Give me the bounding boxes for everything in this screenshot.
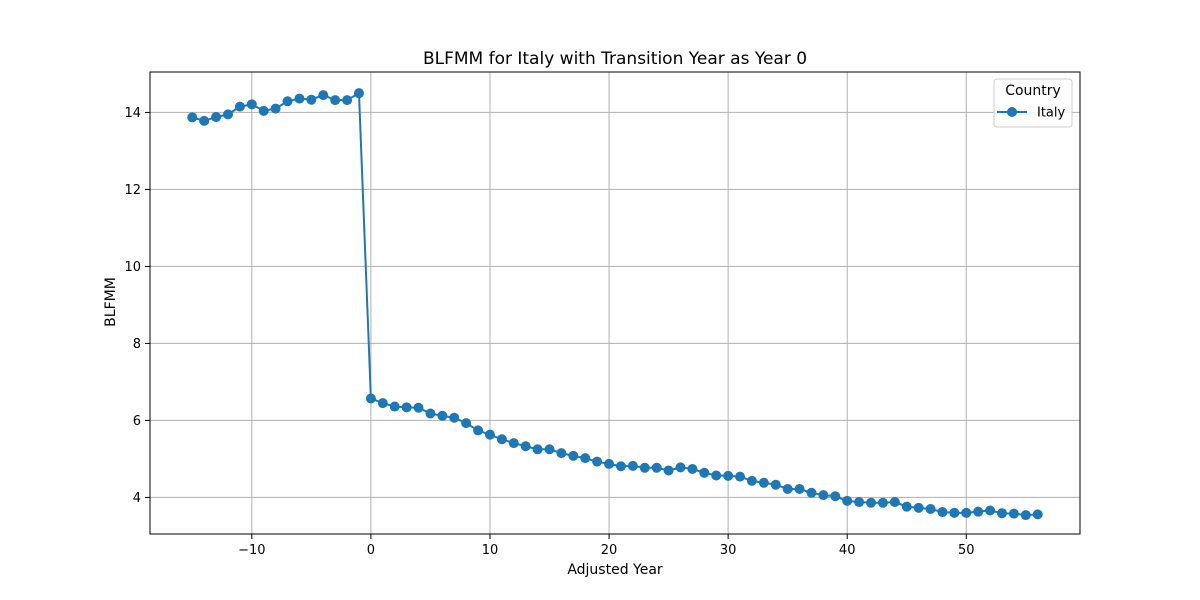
data-point bbox=[223, 109, 233, 120]
data-point bbox=[758, 477, 769, 488]
y-tick-label: 8 bbox=[133, 337, 141, 352]
data-point bbox=[532, 444, 543, 455]
y-tick-label: 4 bbox=[133, 491, 141, 506]
data-point bbox=[353, 88, 364, 99]
data-point bbox=[806, 487, 817, 498]
x-tick-label: 30 bbox=[720, 543, 737, 558]
data-point bbox=[389, 401, 400, 412]
grid-layer bbox=[150, 72, 1080, 534]
data-point bbox=[961, 507, 972, 518]
data-point bbox=[342, 95, 353, 106]
data-point bbox=[294, 93, 305, 104]
data-point bbox=[627, 460, 638, 471]
data-point bbox=[699, 467, 710, 478]
legend-series-label: Italy bbox=[1037, 106, 1066, 121]
data-point bbox=[330, 95, 341, 106]
data-point bbox=[199, 115, 210, 126]
data-point bbox=[401, 402, 412, 413]
data-point bbox=[318, 90, 329, 101]
data-point bbox=[1020, 510, 1031, 521]
legend: Country Italy bbox=[993, 78, 1073, 128]
x-tick-label: 10 bbox=[482, 543, 499, 558]
data-point bbox=[901, 501, 912, 512]
data-point bbox=[1008, 508, 1019, 519]
legend-series-marker bbox=[1007, 107, 1017, 117]
data-point bbox=[270, 103, 281, 114]
tick-layer: −10 0 10 20 30 40 50 4 6 8 10 12 14 bbox=[124, 106, 974, 558]
data-point bbox=[866, 497, 877, 508]
data-point bbox=[615, 461, 626, 472]
data-point bbox=[425, 408, 436, 419]
data-point bbox=[889, 497, 900, 508]
data-point bbox=[413, 402, 424, 413]
data-point bbox=[604, 458, 615, 469]
data-point bbox=[925, 503, 936, 514]
x-tick-label: 50 bbox=[958, 543, 975, 558]
chart-title: BLFMM for Italy with Transition Year as … bbox=[423, 49, 807, 69]
data-point bbox=[770, 479, 781, 490]
data-point bbox=[985, 505, 996, 516]
data-point bbox=[437, 410, 448, 421]
data-point bbox=[913, 502, 924, 513]
data-point bbox=[687, 463, 698, 474]
data-point bbox=[639, 462, 650, 473]
x-tick-label: 0 bbox=[367, 543, 375, 558]
data-point bbox=[556, 448, 567, 459]
x-tick-label: −10 bbox=[238, 543, 265, 558]
data-point bbox=[211, 112, 222, 123]
y-tick-label: 14 bbox=[124, 106, 141, 121]
data-point bbox=[568, 450, 579, 461]
y-tick-label: 6 bbox=[133, 414, 141, 429]
data-point bbox=[449, 412, 460, 423]
data-point bbox=[877, 497, 888, 508]
data-point bbox=[1032, 509, 1043, 520]
data-layer bbox=[187, 88, 1043, 521]
data-point bbox=[306, 94, 317, 105]
data-point bbox=[496, 434, 507, 445]
y-tick-label: 10 bbox=[124, 260, 141, 275]
x-axis-label: Adjusted Year bbox=[567, 562, 663, 578]
data-point bbox=[473, 425, 484, 436]
data-point bbox=[735, 471, 746, 482]
data-point bbox=[663, 465, 674, 476]
data-point bbox=[508, 438, 519, 449]
data-point bbox=[544, 444, 555, 455]
plot-frame bbox=[149, 71, 1081, 535]
data-point bbox=[937, 507, 948, 518]
data-point bbox=[592, 456, 603, 467]
data-point bbox=[580, 453, 591, 464]
data-point bbox=[746, 475, 757, 486]
data-point bbox=[818, 490, 829, 501]
x-tick-label: 20 bbox=[601, 543, 618, 558]
data-point bbox=[675, 462, 686, 473]
data-point bbox=[187, 112, 198, 123]
y-axis-label: BLFMM bbox=[103, 277, 119, 327]
data-point bbox=[997, 508, 1007, 519]
data-point bbox=[973, 506, 984, 517]
data-point bbox=[246, 99, 257, 110]
data-point bbox=[711, 470, 722, 481]
data-point bbox=[461, 418, 472, 429]
y-tick-label: 12 bbox=[124, 183, 141, 198]
series-line-italy bbox=[191, 92, 1039, 517]
data-point bbox=[234, 101, 245, 112]
data-point bbox=[258, 105, 269, 116]
data-point bbox=[794, 483, 805, 494]
data-point bbox=[651, 462, 662, 473]
data-point bbox=[842, 495, 853, 506]
data-point bbox=[782, 483, 793, 494]
data-point bbox=[484, 429, 495, 440]
data-point bbox=[854, 497, 865, 508]
x-tick-label: 40 bbox=[839, 543, 856, 558]
data-point bbox=[377, 398, 388, 409]
data-point bbox=[520, 441, 531, 452]
data-point bbox=[723, 470, 734, 481]
data-point bbox=[949, 507, 960, 518]
data-point bbox=[365, 393, 376, 404]
legend-title: Country bbox=[1005, 83, 1061, 99]
data-point bbox=[830, 491, 841, 502]
data-point bbox=[282, 96, 293, 107]
